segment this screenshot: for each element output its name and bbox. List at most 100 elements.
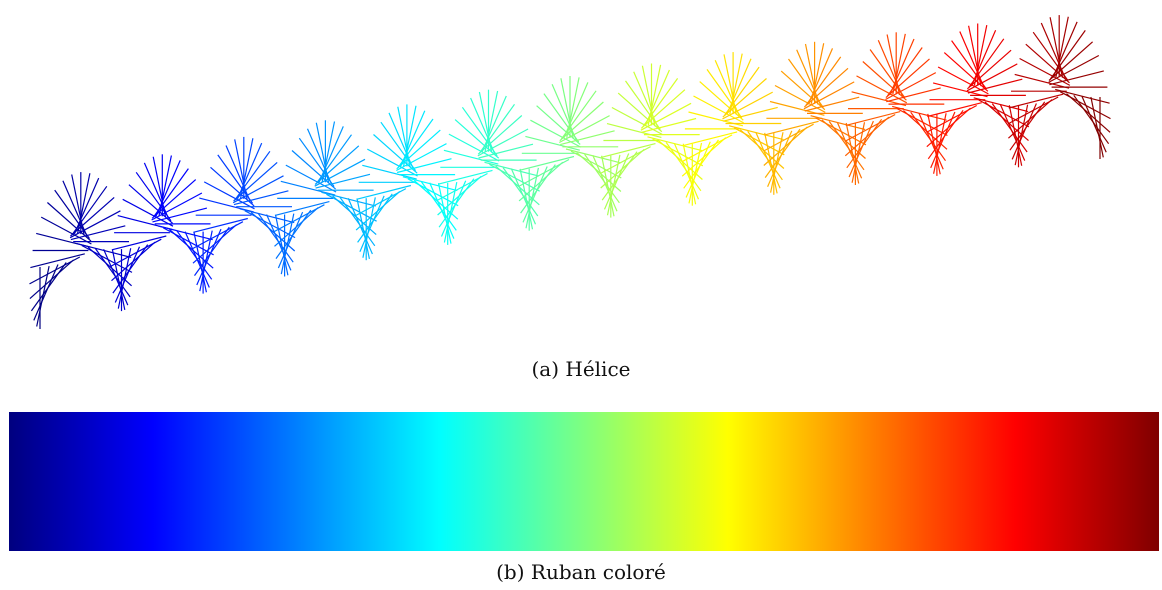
helix-ray [315,122,330,184]
helix-ray [848,120,874,178]
helix-ray [111,249,126,311]
helix-ray [373,134,418,174]
helix-ray [443,181,458,243]
helix-ray [274,201,330,216]
helix-ray [400,110,426,167]
helix-ray [314,145,360,185]
helix-ray [560,130,615,146]
helix-ray [764,120,819,136]
helix-ray [560,90,597,140]
helix-ray [151,192,203,221]
helix-ray [356,184,412,200]
helix-ray [273,204,325,233]
helix-ray [357,193,393,243]
helix-ray [1008,105,1023,166]
helix-ray [886,47,923,97]
helix-ray [525,167,539,229]
helix-ray [94,248,131,298]
helix-ray [163,227,214,256]
helix-ray [844,113,896,142]
helix-ray [210,166,255,207]
helix-ray [1052,21,1078,78]
helix-ray [71,174,85,236]
helix-ray [641,117,697,133]
helix-ray [448,133,500,162]
helix-ray [339,196,376,247]
helix-ray [1090,96,1104,158]
helix-ray [196,228,222,286]
helix-ray [764,132,778,194]
color-ribbon [9,412,1159,551]
helix-ray [723,54,737,115]
helix-ray [314,158,366,187]
helix-ray [70,225,126,241]
helix-ray [478,91,493,153]
helix-ray [153,168,189,218]
helix-ray [886,34,901,96]
helix-ray [970,29,997,87]
helix-ray [73,177,100,235]
helix-ray [603,153,630,210]
helix-ray [481,95,507,153]
helix-ray [234,139,248,201]
helix-ray [681,137,727,177]
helix-ray [362,197,376,258]
helix-ray [199,230,213,292]
helix-ray [767,130,793,188]
helix-ray [111,235,167,251]
caption-helix: (a) Hélice [531,357,631,381]
helix-ray [644,69,670,127]
helix-ray [763,123,814,152]
helix-ray [438,178,475,228]
helix-ray [764,128,801,178]
helix-ray [889,38,915,96]
helix-ray [999,104,1026,161]
helix-ray [804,67,849,108]
helix-ray [203,181,255,210]
helix-ray [927,102,982,118]
helix-ray [640,102,692,131]
helix-ray [803,81,855,110]
helix-ray [81,244,133,273]
helix-ray [152,156,167,218]
helix-ray [747,130,783,181]
helix-ray [30,253,85,269]
helix-ray [257,213,294,263]
helix-ray [885,58,930,99]
helix-ray [421,181,457,231]
helix-ray [30,262,67,312]
helix-ray [968,38,1005,88]
helix-ray [559,101,604,142]
helix-ray [396,158,452,174]
helix-ray [114,246,141,303]
helix-ray [967,78,1023,94]
helix-rays [29,15,1111,329]
helix-ray [280,213,295,275]
helix-ray [805,56,842,106]
helix-ray [192,224,237,264]
helix-ray [193,217,248,233]
helix-ray [606,123,662,138]
helix-ray [477,115,523,155]
helix-ray [726,58,752,115]
helix-ray [930,111,956,169]
helix-ray [518,161,564,202]
helix-ray [36,265,50,327]
helix-ray [29,259,74,300]
helix-ray [47,202,92,242]
helix-ray [570,150,622,179]
helix-ray [233,161,278,202]
helix-ray [763,126,808,166]
helix-ray [1048,54,1100,83]
helix-ray [600,148,645,189]
helix-ray [233,190,289,206]
helix-ray [318,126,344,183]
helix-ray [642,78,679,128]
helix-ray [807,48,834,105]
helix-ray [1019,57,1071,86]
helix-ray [927,109,964,160]
helix-ray [926,107,971,148]
helix-ray [525,135,580,151]
helix-ray [683,139,719,189]
helix-ray [682,143,697,205]
